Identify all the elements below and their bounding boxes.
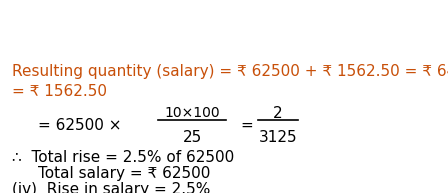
Text: = ₹ 1562.50: = ₹ 1562.50 — [12, 84, 107, 99]
Text: (iv)  Rise in salary = 2.5%: (iv) Rise in salary = 2.5% — [12, 182, 211, 193]
Text: 2: 2 — [273, 106, 283, 121]
Text: 25: 25 — [182, 130, 202, 145]
Text: Total salary = ₹ 62500: Total salary = ₹ 62500 — [38, 166, 211, 181]
Text: = 62500 ×: = 62500 × — [38, 118, 121, 133]
Text: =: = — [240, 118, 253, 133]
Text: Resulting quantity (salary) = ₹ 62500 + ₹ 1562.50 = ₹ 64062.50: Resulting quantity (salary) = ₹ 62500 + … — [12, 64, 448, 79]
Text: 3125: 3125 — [258, 130, 297, 145]
Text: 10×100: 10×100 — [164, 106, 220, 120]
Text: ∴  Total rise = 2.5% of 62500: ∴ Total rise = 2.5% of 62500 — [12, 150, 234, 165]
